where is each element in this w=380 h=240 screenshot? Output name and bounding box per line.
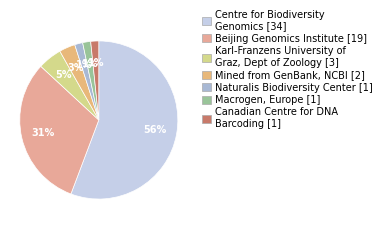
Text: 56%: 56% [143,125,166,135]
Text: 31%: 31% [32,128,55,138]
Legend: Centre for Biodiversity
Genomics [34], Beijing Genomics Institute [19], Karl-Fra: Centre for Biodiversity Genomics [34], B… [203,10,373,129]
Wedge shape [75,43,99,120]
Wedge shape [20,66,99,194]
Wedge shape [60,45,99,120]
Text: 1%: 1% [88,58,104,68]
Text: 5%: 5% [55,70,72,80]
Text: 1%: 1% [76,60,93,70]
Wedge shape [71,41,178,199]
Wedge shape [91,41,99,120]
Wedge shape [82,41,99,120]
Text: 3%: 3% [68,63,84,73]
Wedge shape [41,51,99,120]
Text: 1%: 1% [82,59,98,69]
